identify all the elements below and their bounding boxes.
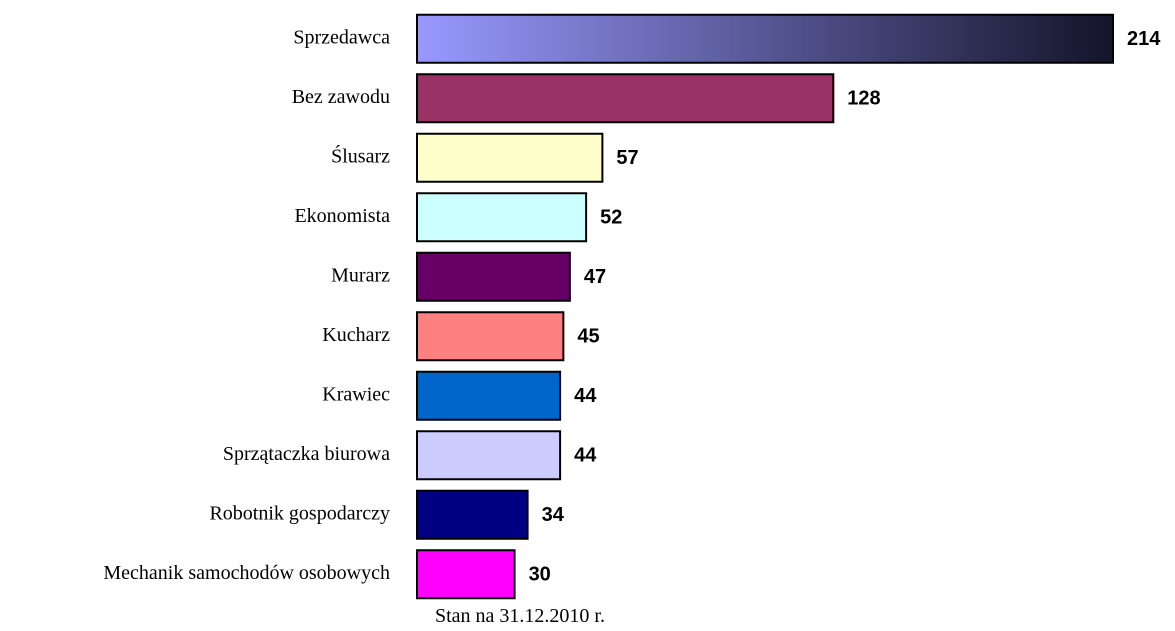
bar xyxy=(416,73,835,124)
category-label: Mechanik samochodów osobowych xyxy=(103,562,390,584)
value-label: 44 xyxy=(574,445,597,467)
category-label: Bez zawodu xyxy=(292,86,390,108)
bar xyxy=(416,311,565,362)
value-label: 47 xyxy=(584,266,606,288)
value-label: 45 xyxy=(577,326,599,348)
value-label: 128 xyxy=(847,88,880,110)
bar xyxy=(416,192,588,243)
value-label: 57 xyxy=(616,147,638,169)
bar xyxy=(416,370,562,421)
bar xyxy=(416,251,571,302)
category-label: Krawiec xyxy=(322,383,390,405)
category-label: Sprzedawca xyxy=(293,26,390,48)
bar xyxy=(416,549,516,600)
category-label: Sprzątaczka biurowa xyxy=(223,443,390,465)
value-label: 34 xyxy=(542,504,565,526)
value-label: 44 xyxy=(574,385,597,407)
bar xyxy=(416,132,604,183)
category-label: Kucharz xyxy=(322,324,390,346)
bar xyxy=(416,13,1114,64)
bar xyxy=(416,430,562,481)
category-label: Robotnik gospodarczy xyxy=(209,502,390,524)
footnote: Stan na 31.12.2010 r. xyxy=(435,605,605,627)
bar xyxy=(416,489,529,540)
category-label: Ślusarz xyxy=(331,143,390,167)
value-label: 52 xyxy=(600,207,622,229)
category-label: Ekonomista xyxy=(294,205,390,227)
value-label: 30 xyxy=(529,564,551,586)
value-label: 214 xyxy=(1127,28,1161,50)
category-label: Murarz xyxy=(331,264,390,286)
